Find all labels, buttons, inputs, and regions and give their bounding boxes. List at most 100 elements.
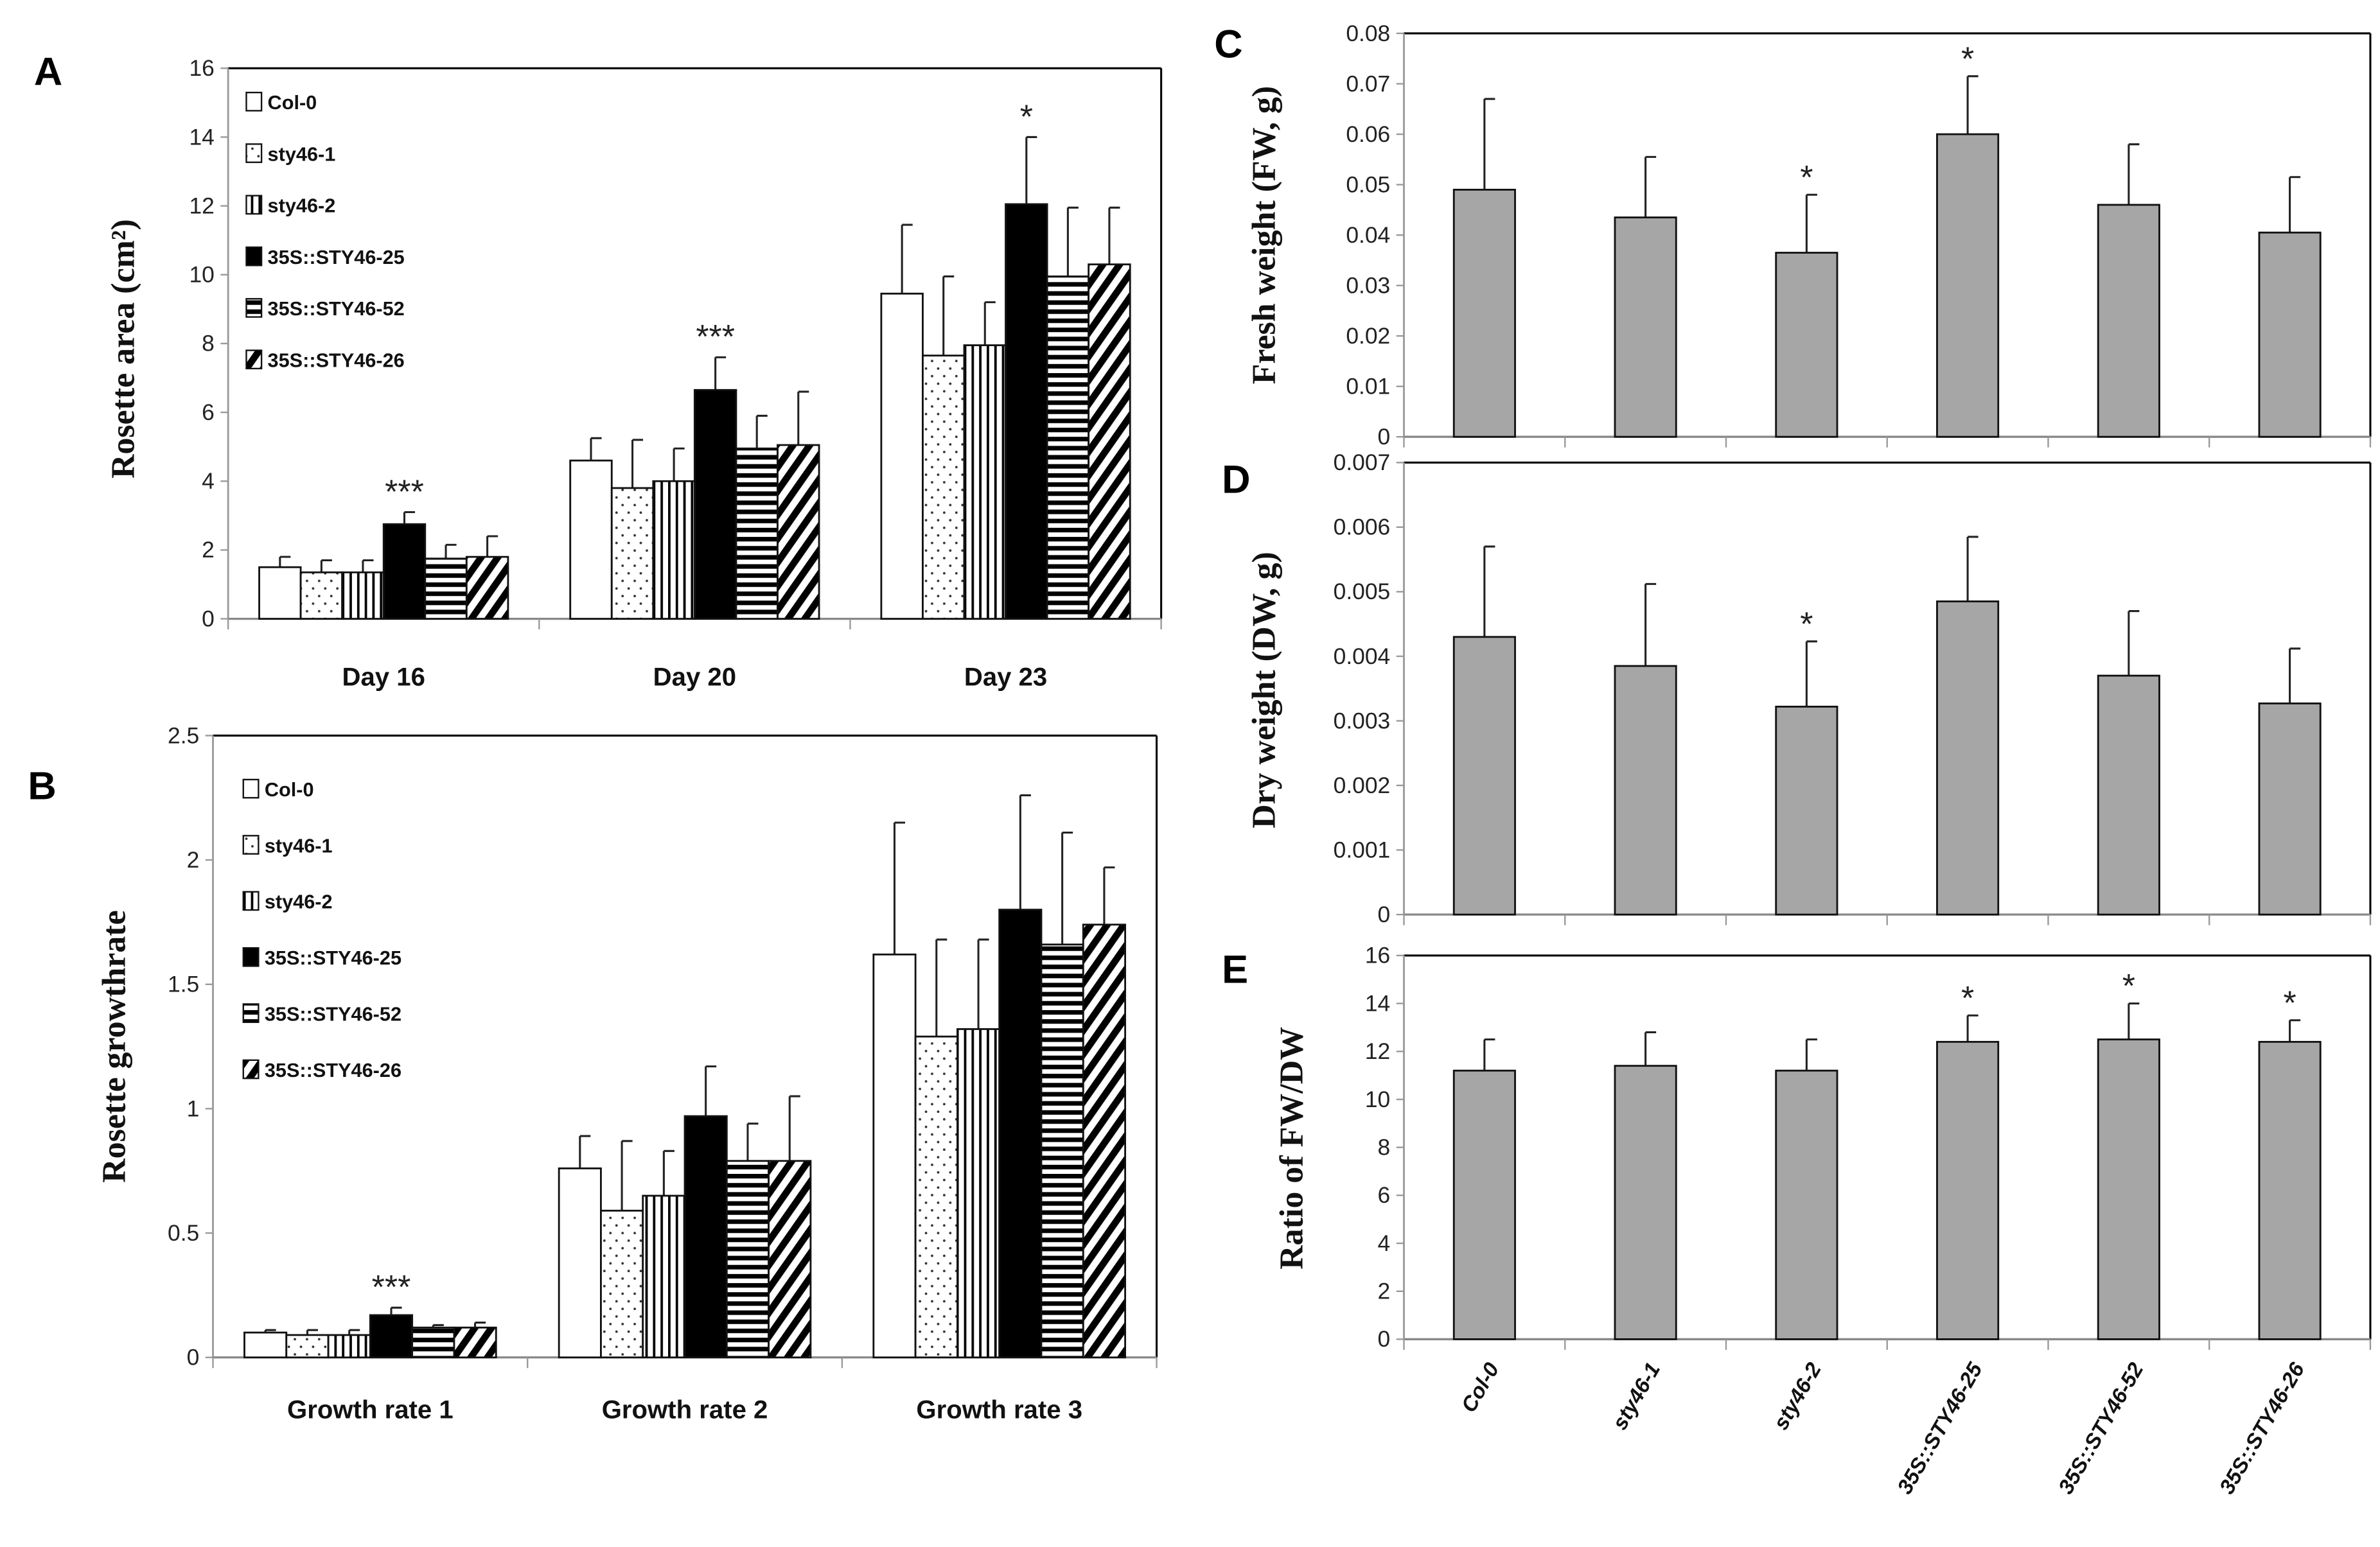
legend: Col-0sty46-1sty46-235S::STY46-2535S::STY… bbox=[245, 91, 405, 372]
bar-white bbox=[258, 566, 302, 620]
y-tick-label: 2.5 bbox=[168, 722, 199, 748]
bar-diagonal bbox=[1082, 923, 1126, 1359]
legend-swatch-vertical bbox=[245, 195, 263, 215]
legend-label: 35S::STY46-52 bbox=[265, 1002, 401, 1025]
bar bbox=[1775, 705, 1838, 916]
legend-swatch-dots bbox=[242, 835, 260, 855]
significance-marker: *** bbox=[372, 1269, 411, 1306]
y-tick-label: 4 bbox=[1378, 1230, 1391, 1256]
y-tick-label: 0.006 bbox=[1334, 514, 1391, 540]
bar-diagonal bbox=[465, 555, 509, 620]
bar bbox=[1775, 252, 1838, 438]
bar-white bbox=[569, 459, 613, 620]
chart-panel-B: B Rosette growthrate 0 0.5 1 1.5 2 2.5 *** Growth… bbox=[28, 722, 1158, 1424]
bar-black bbox=[693, 389, 737, 620]
y-tick-label: 0.04 bbox=[1346, 222, 1390, 248]
category-label: 35S::STY46-25 bbox=[1893, 1358, 1988, 1498]
legend-label: 35S::STY46-25 bbox=[265, 947, 401, 969]
bar-diagonal bbox=[768, 1160, 812, 1359]
bar bbox=[1452, 636, 1516, 916]
y-tick-label: 0.06 bbox=[1346, 121, 1390, 147]
legend-swatch-vertical bbox=[242, 891, 260, 911]
bar-vertical bbox=[963, 344, 1007, 620]
bar bbox=[1614, 1065, 1677, 1340]
bar bbox=[2097, 204, 2160, 438]
bar bbox=[2258, 702, 2322, 916]
legend-label: 35S::STY46-25 bbox=[268, 246, 405, 268]
bar-vertical bbox=[956, 1028, 1001, 1359]
legend-label: 35S::STY46-26 bbox=[265, 1059, 401, 1081]
y-tick-label: 0 bbox=[1378, 424, 1391, 450]
significance-marker: * bbox=[1800, 606, 1813, 643]
y-axis-label: Fresh weight (FW, g) bbox=[1246, 86, 1283, 385]
y-tick-label: 0.002 bbox=[1334, 773, 1391, 798]
y-axis-label: Dry weight (DW, g) bbox=[1246, 552, 1283, 828]
y-tick-label: 12 bbox=[189, 193, 214, 218]
bar-diagonal bbox=[777, 444, 820, 620]
bar bbox=[1775, 1069, 1838, 1340]
category-label: Day 20 bbox=[653, 663, 736, 692]
y-tick-label: 2 bbox=[1378, 1279, 1391, 1304]
bar-dots bbox=[285, 1334, 330, 1359]
legend-label: 35S::STY46-52 bbox=[268, 297, 405, 320]
bar-horizontal bbox=[735, 447, 779, 620]
y-tick-label: 0 bbox=[187, 1345, 200, 1370]
y-tick-label: 2 bbox=[187, 847, 200, 873]
y-axis-label: Rosette growthrate bbox=[96, 910, 133, 1182]
y-tick-label: 0.01 bbox=[1346, 373, 1390, 399]
y-tick-label: 12 bbox=[1365, 1038, 1390, 1064]
category-label: Day 16 bbox=[342, 663, 425, 692]
bar-horizontal bbox=[725, 1160, 770, 1359]
y-tick-label: 0.02 bbox=[1346, 323, 1390, 349]
bar-black bbox=[1005, 203, 1048, 620]
y-tick-label: 6 bbox=[1378, 1182, 1391, 1208]
legend-label: sty46-1 bbox=[268, 143, 336, 165]
significance-marker: *** bbox=[696, 319, 735, 356]
panel-label: D bbox=[1222, 458, 1250, 502]
category-label: 35S::STY46-26 bbox=[2215, 1358, 2309, 1498]
y-tick-label: 0.5 bbox=[168, 1220, 199, 1246]
panel-label: E bbox=[1222, 947, 1248, 992]
bar-horizontal bbox=[424, 557, 468, 620]
y-tick-label: 0.05 bbox=[1346, 171, 1390, 197]
y-axis-label: Ratio of FW/DW bbox=[1273, 1027, 1310, 1270]
legend-label: sty46-1 bbox=[265, 834, 333, 857]
bar-white bbox=[558, 1167, 602, 1359]
panel-label: C bbox=[1214, 22, 1242, 67]
y-tick-label: 16 bbox=[189, 55, 214, 81]
chart-panel-D: D Dry weight (DW, g) 0 0.001 0.002 0.003 0.004… bbox=[1222, 450, 2372, 927]
significance-marker: * bbox=[2122, 968, 2135, 1005]
bar-dots bbox=[299, 571, 344, 620]
significance-marker: * bbox=[1020, 98, 1033, 135]
y-tick-label: 2 bbox=[202, 537, 215, 563]
bar bbox=[1936, 133, 2000, 438]
bar bbox=[2097, 1038, 2160, 1340]
y-tick-label: 0.003 bbox=[1334, 708, 1391, 733]
legend-label: Col-0 bbox=[268, 91, 317, 114]
bar bbox=[2258, 1040, 2322, 1340]
panel-label: B bbox=[28, 764, 56, 808]
bar-vertical bbox=[341, 571, 385, 620]
bar bbox=[1614, 665, 1677, 916]
significance-marker: * bbox=[1961, 40, 1974, 78]
y-tick-label: 8 bbox=[1378, 1134, 1391, 1160]
bar-white bbox=[880, 292, 924, 620]
legend-swatch-black bbox=[245, 246, 263, 267]
bar bbox=[1936, 600, 2000, 916]
bar-white bbox=[243, 1331, 288, 1359]
y-tick-label: 1 bbox=[187, 1096, 200, 1121]
y-tick-label: 14 bbox=[1365, 990, 1390, 1016]
legend-swatch-white bbox=[245, 91, 263, 112]
y-tick-label: 4 bbox=[202, 468, 215, 494]
category-label: sty46-2 bbox=[1769, 1358, 1826, 1434]
category-label: Growth rate 2 bbox=[602, 1395, 768, 1424]
bar-white bbox=[872, 953, 917, 1359]
y-tick-label: 0 bbox=[1378, 902, 1391, 927]
bar-black bbox=[683, 1115, 728, 1359]
category-label: Day 23 bbox=[964, 663, 1047, 692]
panel-label: A bbox=[34, 49, 62, 94]
legend: Col-0sty46-1sty46-235S::STY46-2535S::STY… bbox=[242, 778, 401, 1081]
category-label: sty46-1 bbox=[1608, 1359, 1665, 1434]
legend-label: 35S::STY46-26 bbox=[268, 349, 405, 372]
